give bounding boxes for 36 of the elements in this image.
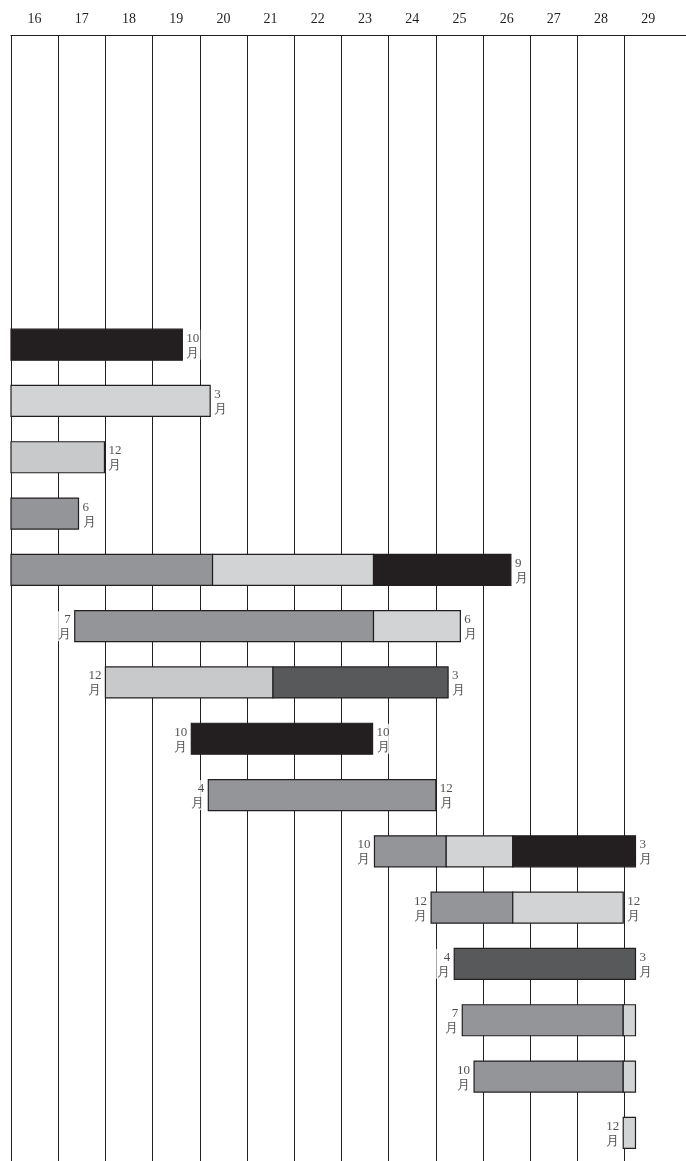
annotation: 4月 xyxy=(191,780,205,811)
annotation: 3月 xyxy=(452,667,466,698)
annotation: 3月 xyxy=(639,836,653,867)
x-tick-label: 18 xyxy=(122,10,137,26)
annotation: 10月 xyxy=(174,723,188,754)
annotation: 12月 xyxy=(414,892,428,923)
annotation: 7月 xyxy=(445,1005,459,1036)
x-tick-label: 23 xyxy=(358,10,373,26)
annotation: 7月 xyxy=(57,611,72,642)
annotation: 10月 xyxy=(186,329,200,360)
x-tick-label: 28 xyxy=(594,10,609,26)
annotation: 12月 xyxy=(439,780,453,811)
annotation: 12月 xyxy=(606,1117,620,1148)
annotation: 9月 xyxy=(514,554,528,585)
x-tick-label: 29 xyxy=(641,10,656,26)
x-tick-label: 21 xyxy=(263,10,278,26)
x-tick-label: 22 xyxy=(310,10,325,26)
x-tick-label: 17 xyxy=(74,10,89,26)
annotation: 10月 xyxy=(357,836,371,867)
x-tick-label: 25 xyxy=(452,10,467,26)
annotation: 3月 xyxy=(639,948,653,979)
annotation: 12月 xyxy=(108,442,122,473)
x-tick-label: 26 xyxy=(499,10,514,26)
annotation: 12月 xyxy=(88,667,102,698)
annotation: 4月 xyxy=(437,948,451,979)
x-tick-label: 20 xyxy=(216,10,231,26)
x-tick-label: 16 xyxy=(27,10,42,26)
annotation: 10月 xyxy=(376,723,390,754)
x-tick-label: 19 xyxy=(169,10,184,26)
annotation: 10月 xyxy=(457,1061,471,1092)
annotation: 6月 xyxy=(464,611,478,642)
x-tick-label: 27 xyxy=(546,10,561,26)
annotation: 3月 xyxy=(214,385,228,416)
annotation: 12月 xyxy=(627,892,641,923)
annotation: 6月 xyxy=(82,498,96,529)
x-tick-label: 24 xyxy=(405,10,420,26)
